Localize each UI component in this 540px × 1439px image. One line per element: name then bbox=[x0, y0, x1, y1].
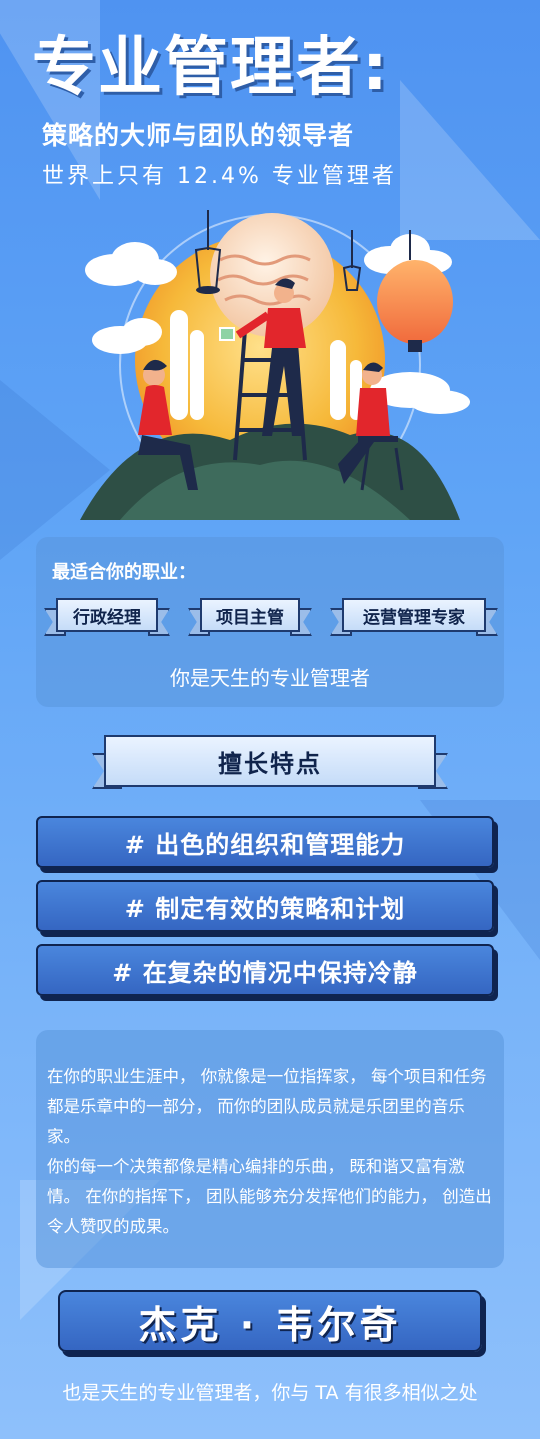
page-title: 专业管理者: bbox=[32, 31, 390, 105]
background-shape bbox=[400, 80, 540, 240]
career-summary: 你是天生的专业管理者 bbox=[170, 666, 370, 690]
strength-item: # 出色的组织和管理能力 bbox=[36, 816, 494, 868]
description-paragraph: 在你的职业生涯中， 你就像是一位指挥家， 每个项目和任务都是乐章中的一部分， 而… bbox=[47, 1067, 487, 1146]
career-tag-label: 行政经理 bbox=[56, 598, 158, 632]
description-paragraph: 你的每一个决策都像是精心编排的乐曲， 既和谐又富有激情。 在你的指挥下， 团队能… bbox=[47, 1157, 492, 1236]
background-shape bbox=[0, 0, 100, 200]
career-heading: 最适合你的职业： bbox=[52, 562, 196, 583]
strength-item: # 制定有效的策略和计划 bbox=[36, 880, 494, 932]
strength-item: # 在复杂的情况中保持冷静 bbox=[36, 944, 494, 996]
career-tag-2: 项目主管 bbox=[188, 598, 312, 640]
career-tag-3: 运营管理专家 bbox=[330, 598, 498, 640]
page-subtitle: 策略的大师与团队的领导者 bbox=[42, 121, 355, 150]
career-tag-label: 运营管理专家 bbox=[342, 598, 486, 632]
description-panel bbox=[36, 1030, 504, 1268]
strengths-heading: 擅长特点 bbox=[104, 735, 436, 787]
rarity-stat: 世界上只有 12.4% 专业管理者 bbox=[42, 164, 397, 189]
manager-illustration bbox=[80, 210, 470, 520]
career-tag-1: 行政经理 bbox=[44, 598, 170, 640]
celebrity-name: 杰克 · 韦尔奇 bbox=[58, 1290, 482, 1352]
strengths-heading-ribbon: 擅长特点 bbox=[92, 735, 448, 797]
description-text: 在你的职业生涯中， 你就像是一位指挥家， 每个项目和任务都是乐章中的一部分， 而… bbox=[47, 1062, 497, 1242]
celebrity-caption: 也是天生的专业管理者，你与 TA 有很多相似之处 bbox=[62, 1382, 478, 1404]
career-tag-label: 项目主管 bbox=[200, 598, 300, 632]
background-shape bbox=[0, 380, 110, 560]
